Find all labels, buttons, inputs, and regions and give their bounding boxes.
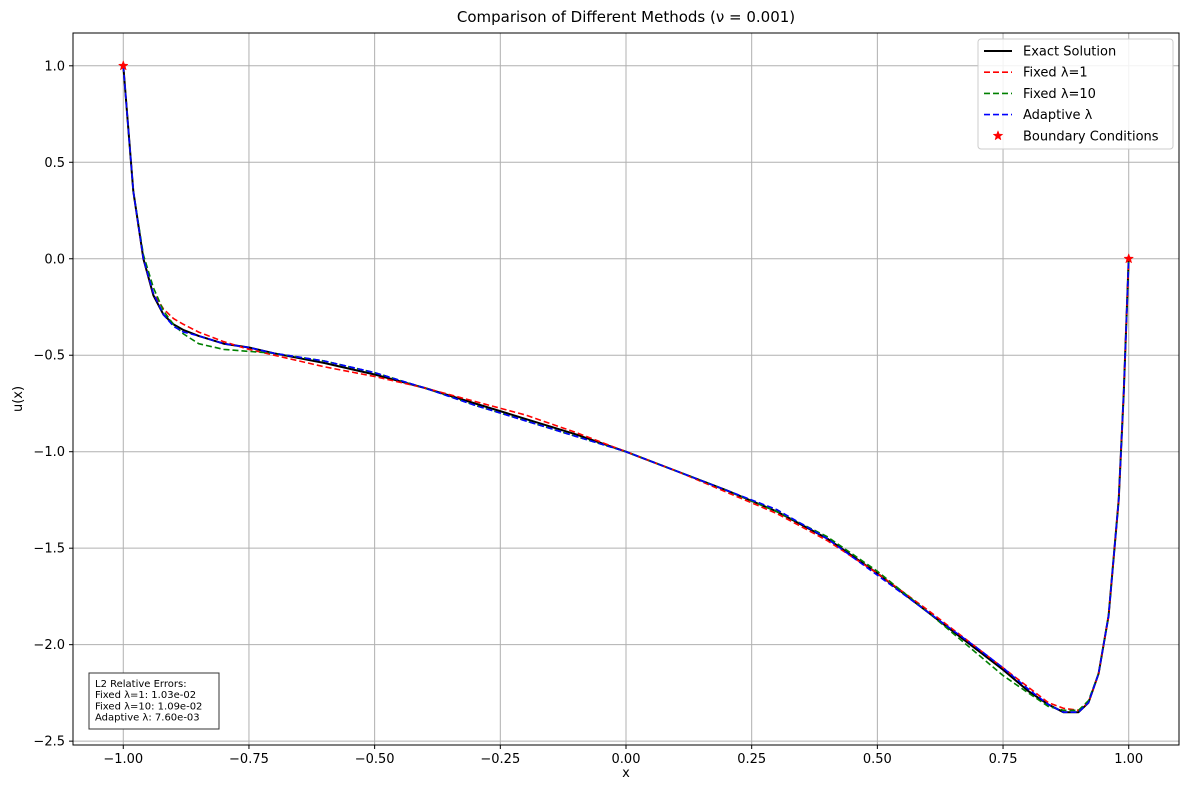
y-tick-label: 0.5: [44, 156, 65, 171]
marker-layer: [117, 60, 1135, 264]
y-axis-label: u(x): [11, 386, 26, 412]
legend-label: Exact Solution: [1023, 45, 1116, 60]
series-line-3: [122, 65, 1130, 714]
chart-title: Comparison of Different Methods (ν = 0.0…: [457, 8, 795, 26]
x-axis-label: x: [622, 766, 630, 781]
y-tick-label: −2.0: [33, 638, 65, 653]
y-tick-label: −2.5: [33, 735, 65, 750]
series-layer: [122, 65, 1130, 714]
y-tick-label: 1.0: [44, 59, 65, 74]
legend-label: Fixed λ=10: [1023, 87, 1096, 102]
x-tick-label: 0.75: [989, 752, 1018, 767]
error-annotation: L2 Relative Errors:Fixed λ=1: 1.03e-02Fi…: [88, 672, 220, 730]
legend-label: Boundary Conditions: [1023, 129, 1159, 144]
x-tick-label: −0.75: [229, 752, 269, 767]
error-annotation-line: Adaptive λ: 7.60e-03: [95, 713, 200, 724]
legend-frame: [977, 38, 1174, 150]
x-tick-label: −0.50: [355, 752, 395, 767]
legend: Exact Solution Fixed λ=1 Fixed λ=10 Adaptiv…: [977, 38, 1174, 150]
y-axis: 1.0 0.5 0.0 −0.5 −1.0 −1.5 −2.0 −2.5: [33, 59, 73, 750]
boundary-marker: [1123, 253, 1135, 264]
x-tick-label: 0.00: [612, 752, 641, 767]
x-tick-label: −1.00: [103, 752, 143, 767]
legend-label: Adaptive λ: [1023, 108, 1093, 123]
boundary-marker: [117, 60, 129, 71]
error-annotation-line: Fixed λ=1: 1.03e-02: [95, 690, 196, 701]
y-tick-label: −0.5: [33, 349, 65, 364]
y-tick-label: −1.5: [33, 542, 65, 557]
y-tick-label: −1.0: [33, 445, 65, 460]
legend-swatch: [992, 130, 1004, 141]
x-tick-label: 0.25: [737, 752, 766, 767]
x-axis: −1.00 −0.75 −0.50 −0.25 0.00 0.25 0.50 0.75 1.00: [103, 745, 1143, 767]
y-tick-label: 0.0: [44, 252, 65, 267]
x-tick-label: 0.50: [863, 752, 892, 767]
error-annotation-line: L2 Relative Errors:: [95, 679, 187, 690]
legend-label: Fixed λ=1: [1023, 66, 1088, 81]
x-tick-label: 1.00: [1114, 752, 1143, 767]
x-tick-label: −0.25: [480, 752, 520, 767]
error-annotation-frame: [88, 672, 220, 730]
error-annotation-line: Fixed λ=10: 1.09e-02: [95, 701, 202, 712]
